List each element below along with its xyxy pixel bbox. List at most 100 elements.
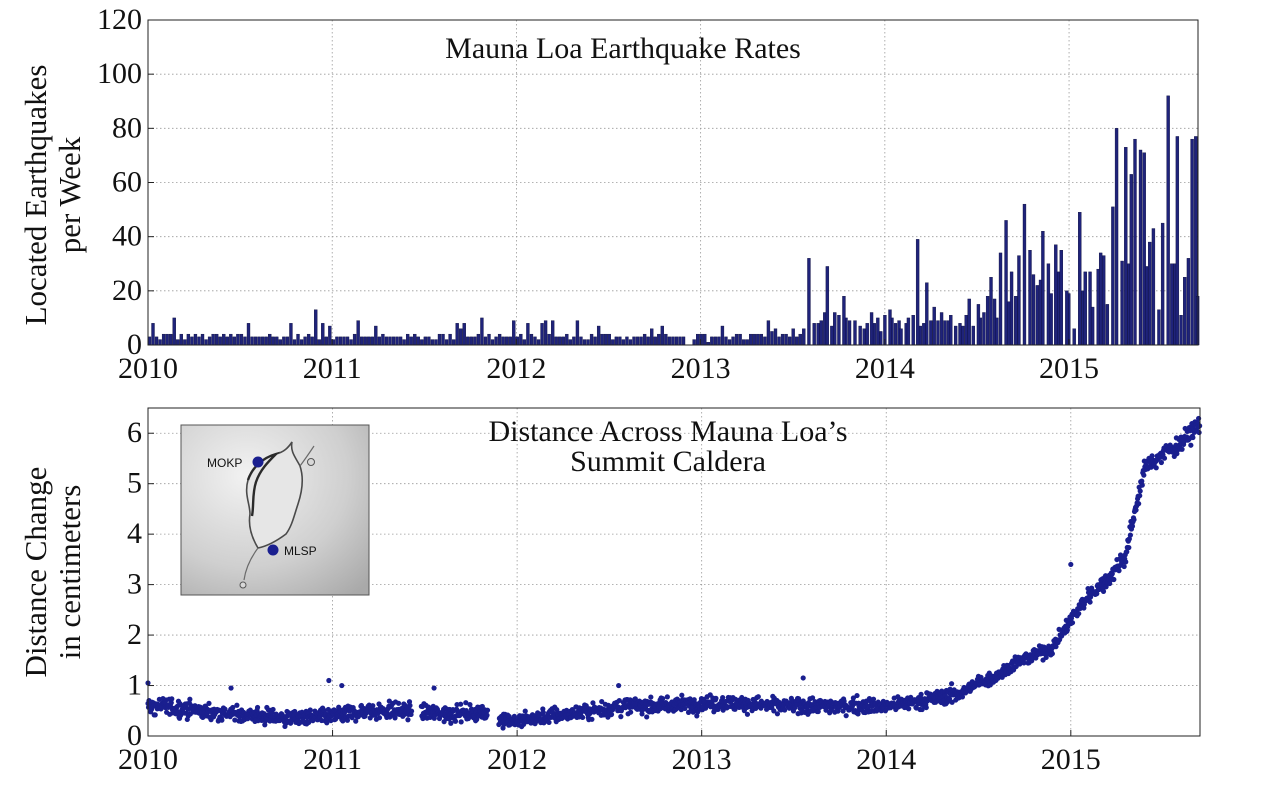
- data-point: [1131, 517, 1137, 523]
- bar: [494, 336, 498, 346]
- bar: [604, 333, 608, 346]
- bar: [448, 333, 452, 346]
- bar: [536, 339, 541, 346]
- bar: [1186, 258, 1191, 346]
- bar: [819, 320, 823, 346]
- bar: [413, 333, 417, 346]
- bar: [1190, 138, 1194, 346]
- data-point: [771, 708, 777, 714]
- bar: [278, 339, 283, 346]
- bar: [218, 336, 222, 346]
- data-point: [222, 706, 228, 712]
- data-point: [1163, 442, 1169, 449]
- bar: [522, 339, 527, 346]
- bar: [1114, 128, 1119, 346]
- data-point: [522, 708, 528, 714]
- bar: [533, 336, 537, 346]
- data-point: [344, 717, 351, 723]
- y-axis-title-line1: Distance Change: [18, 467, 53, 678]
- y-tick-label: 0: [127, 719, 142, 752]
- bar: [349, 339, 353, 346]
- data-point: [376, 715, 383, 721]
- rift-ridge: [243, 445, 315, 581]
- data-point: [599, 698, 605, 705]
- x-tick-label: 2011: [303, 743, 362, 776]
- bar: [186, 333, 191, 346]
- data-point: [590, 700, 596, 706]
- bar: [607, 333, 611, 346]
- bar: [858, 325, 862, 346]
- bar: [618, 336, 622, 346]
- data-point: [648, 694, 654, 700]
- data-point: [270, 706, 276, 713]
- bar: [200, 333, 205, 346]
- data-point: [632, 696, 638, 702]
- data-point: [234, 702, 240, 708]
- scatter-series: [145, 415, 1203, 731]
- bar: [745, 339, 749, 346]
- data-point: [1103, 584, 1109, 590]
- data-point: [306, 719, 312, 725]
- data-point: [616, 697, 622, 704]
- bar: [264, 336, 268, 346]
- bar: [671, 336, 675, 346]
- bar: [285, 336, 290, 346]
- bar: [674, 336, 679, 346]
- x-tick-label: 2011: [303, 352, 362, 385]
- data-point: [254, 704, 261, 711]
- bar: [681, 336, 686, 346]
- bar: [356, 320, 360, 346]
- data-point: [782, 707, 788, 713]
- bar: [791, 328, 795, 346]
- bar: [367, 336, 371, 346]
- data-point: [1111, 576, 1117, 583]
- bar: [766, 320, 771, 346]
- bar: [352, 333, 357, 346]
- bar: [154, 336, 159, 346]
- bar: [1142, 152, 1146, 346]
- bar: [621, 339, 626, 346]
- bar: [1124, 147, 1128, 346]
- bar: [1160, 222, 1165, 346]
- bar: [402, 339, 406, 346]
- data-point: [1161, 455, 1168, 461]
- bar: [253, 336, 258, 346]
- bar: [275, 336, 279, 346]
- data-point: [713, 695, 719, 701]
- bar: [1009, 271, 1014, 346]
- data-point: [168, 700, 174, 706]
- bar: [1166, 95, 1170, 346]
- data-point: [463, 700, 469, 706]
- bar: [967, 298, 971, 346]
- bar: [650, 328, 654, 346]
- y-tick-label: 40: [112, 220, 142, 253]
- bar: [1175, 136, 1180, 346]
- data-point: [855, 711, 861, 717]
- bar: [784, 333, 788, 346]
- data-point: [580, 714, 586, 721]
- bar: [1179, 315, 1183, 346]
- data-point: [732, 706, 738, 712]
- bar: [939, 312, 944, 346]
- bar: [391, 336, 396, 346]
- bar: [473, 336, 477, 346]
- data-point: [1094, 591, 1100, 597]
- bar: [1049, 293, 1053, 346]
- data-point: [169, 696, 175, 702]
- bar: [151, 323, 155, 346]
- bar: [1183, 277, 1187, 346]
- bar: [807, 258, 811, 346]
- y-tick-label: 3: [127, 568, 142, 601]
- data-point: [923, 704, 929, 711]
- bar: [1111, 206, 1115, 346]
- bar: [932, 306, 936, 346]
- data-point: [628, 709, 634, 715]
- x-axis-ticks: 2010 2011 2012 2013 2014 2015: [118, 730, 1101, 776]
- bar: [642, 333, 647, 346]
- bar: [306, 333, 311, 346]
- data-point: [1116, 568, 1122, 574]
- bar: [915, 239, 920, 346]
- pit-crater: [307, 458, 315, 466]
- data-point: [1056, 626, 1062, 632]
- bar: [335, 336, 339, 346]
